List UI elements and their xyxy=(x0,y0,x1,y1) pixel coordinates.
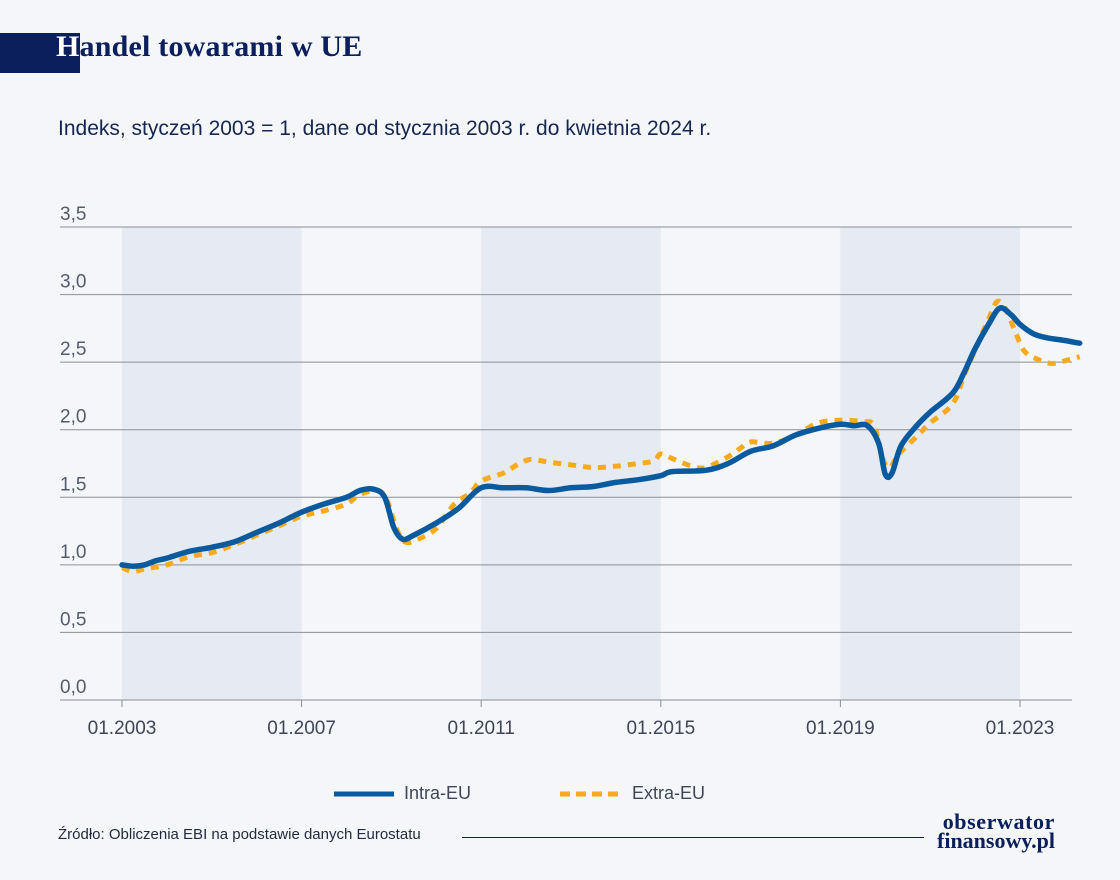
legend-swatch-extra xyxy=(560,791,622,796)
gridlines xyxy=(60,226,1072,701)
legend-label-intra: Intra-EU xyxy=(404,783,472,803)
y-tick-label: 2,0 xyxy=(60,407,86,428)
line-chart: 0,00,51,01,52,02,53,03,5 01.2003 01.2007 0… xyxy=(60,204,1083,739)
legend: Intra-EU Extra-EU xyxy=(0,783,1120,809)
series-line-extra-eu xyxy=(121,298,1081,575)
title-initial: H xyxy=(56,30,80,63)
y-tick-label: 3,5 xyxy=(60,204,86,225)
shaded-period-0 xyxy=(122,227,302,700)
legend-item-extra: Extra-EU xyxy=(560,783,705,804)
y-tick-label: 2,5 xyxy=(60,339,86,360)
x-tick-label: 01.2015 xyxy=(626,718,695,739)
legend-label-extra: Extra-EU xyxy=(632,783,706,803)
x-tick-label: 01.2003 xyxy=(88,718,157,739)
y-tick-label: 0,5 xyxy=(60,609,86,630)
legend-item-intra: Intra-EU xyxy=(334,783,471,804)
x-tick-label: 01.2007 xyxy=(267,718,336,739)
source-divider xyxy=(462,837,924,838)
series-lines xyxy=(119,298,1083,575)
title-rest: andel towarami w UE xyxy=(79,30,363,63)
series-line-intra-eu xyxy=(119,305,1083,569)
brand-line-2: finansowy.pl xyxy=(937,828,1055,853)
shaded-period-2 xyxy=(840,227,1020,700)
y-tick-label: 0,0 xyxy=(60,677,86,698)
x-axis-ticks: 01.2003 01.2007 01.2011 01.2015 01.2019 01.20… xyxy=(88,700,1055,739)
y-tick-label: 3,0 xyxy=(60,272,86,293)
title-accent-bar xyxy=(0,33,80,73)
brand-line-1: obserwator xyxy=(942,809,1055,834)
x-tick-label: 01.2019 xyxy=(806,718,875,739)
y-tick-label: 1,5 xyxy=(60,474,86,495)
x-tick-label: 01.2011 xyxy=(448,718,515,739)
y-tick-label: 1,0 xyxy=(60,542,86,563)
chart-title: Handel towarami w UE xyxy=(56,30,363,64)
brand-logo: obserwator finansowy.pl xyxy=(937,809,1055,853)
y-axis-ticks: 0,0 0,5 1,0 1,5 2,0 2,5 3,0 3,5 xyxy=(60,204,86,698)
source-note: Źródło: Obliczenia EBI na podstawie dany… xyxy=(58,826,421,843)
legend-swatch-intra xyxy=(334,791,394,796)
chart-subtitle: Indeks, styczeń 2003 = 1, dane od styczn… xyxy=(58,117,712,140)
x-tick-label: 01.2023 xyxy=(986,718,1055,739)
